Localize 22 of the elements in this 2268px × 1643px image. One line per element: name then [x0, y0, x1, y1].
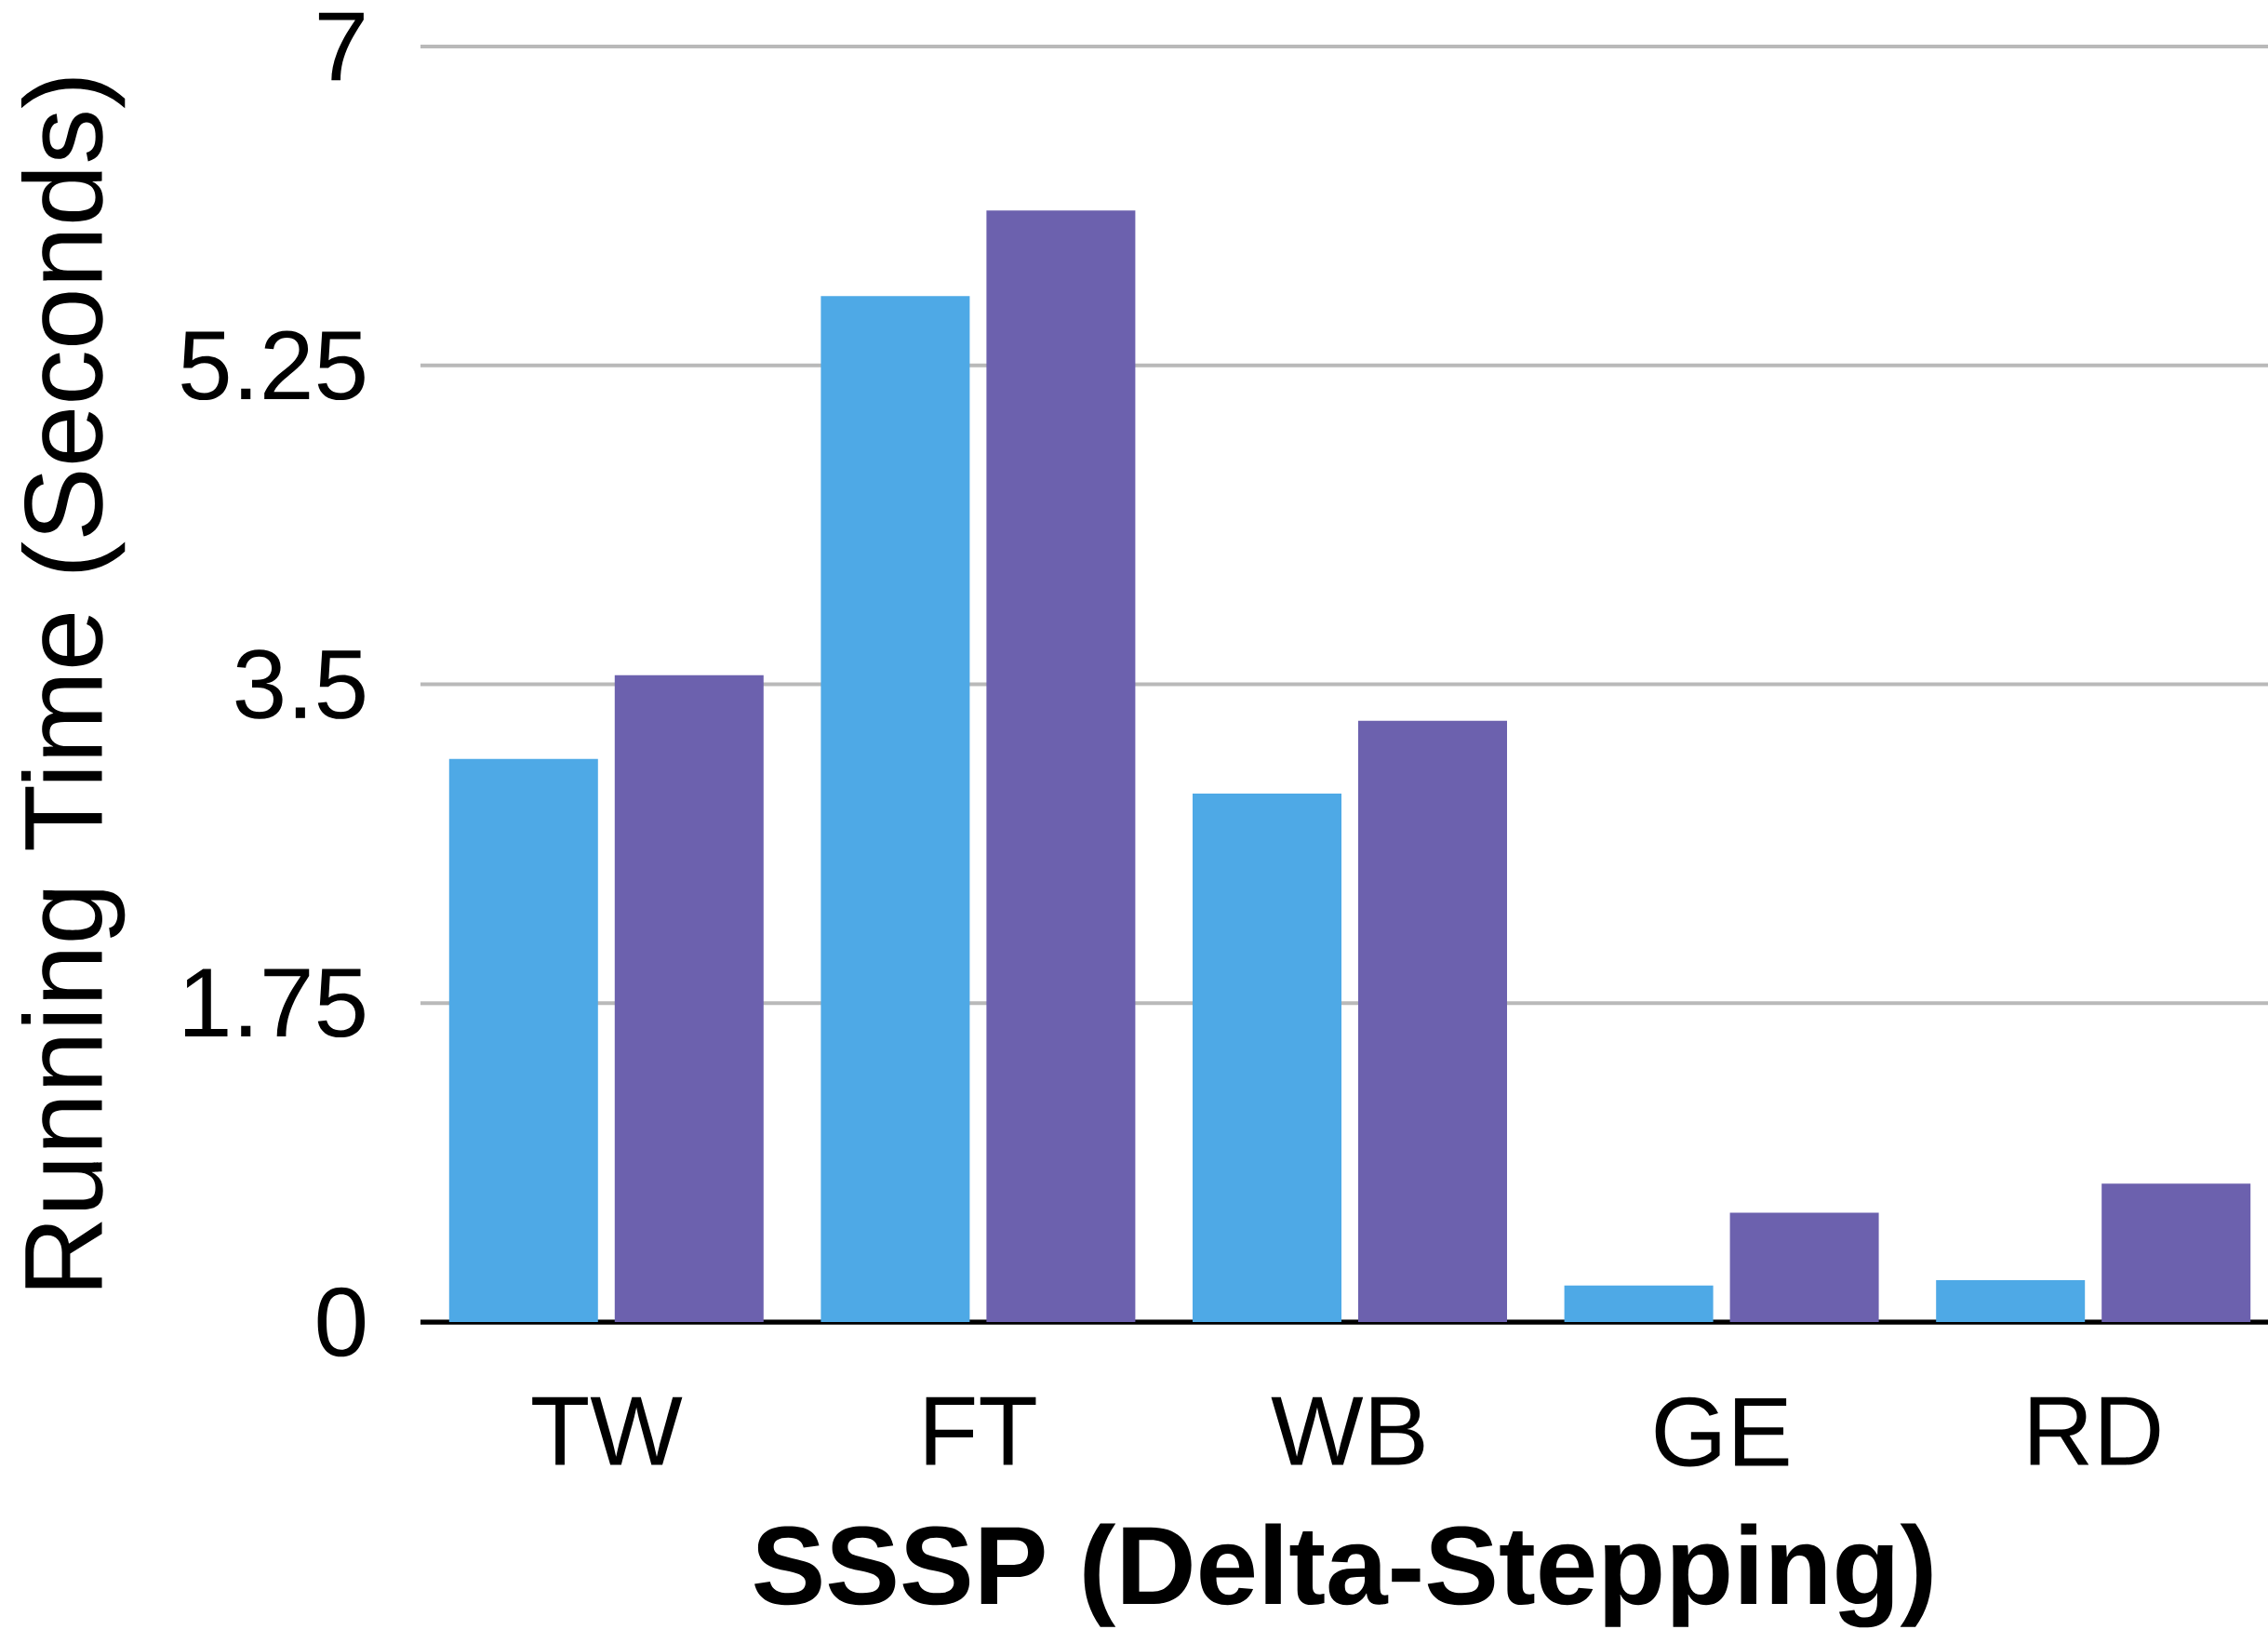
bar [614, 675, 764, 1322]
bar [1564, 1285, 1714, 1322]
x-tick-label: RD [2030, 1396, 2160, 1465]
x-tick-label: WB [1271, 1396, 1424, 1465]
bar [820, 296, 970, 1322]
x-tick-label: GE [1655, 1396, 1789, 1467]
bar [1357, 720, 1507, 1322]
y-tick-label: 7 [318, 12, 364, 81]
y-tick-label: 3.5 [235, 649, 365, 719]
y-tick-label: 5.25 [181, 330, 365, 401]
y-tick-label: 0 [317, 1287, 366, 1357]
bar [986, 210, 1136, 1322]
y-axis-title: Running Time (Seconds) [20, 78, 126, 1289]
x-axis-title: SSSP (Delta-Stepping) [754, 1523, 1932, 1628]
x-tick-label: TW [532, 1396, 683, 1465]
y-tick-label: 1.75 [184, 968, 365, 1038]
bar [1936, 1279, 2086, 1322]
bar [448, 758, 598, 1322]
bar [1193, 794, 1341, 1322]
x-tick-label: FT [926, 1396, 1036, 1465]
bar [1729, 1212, 1879, 1322]
bar [2101, 1183, 2251, 1322]
